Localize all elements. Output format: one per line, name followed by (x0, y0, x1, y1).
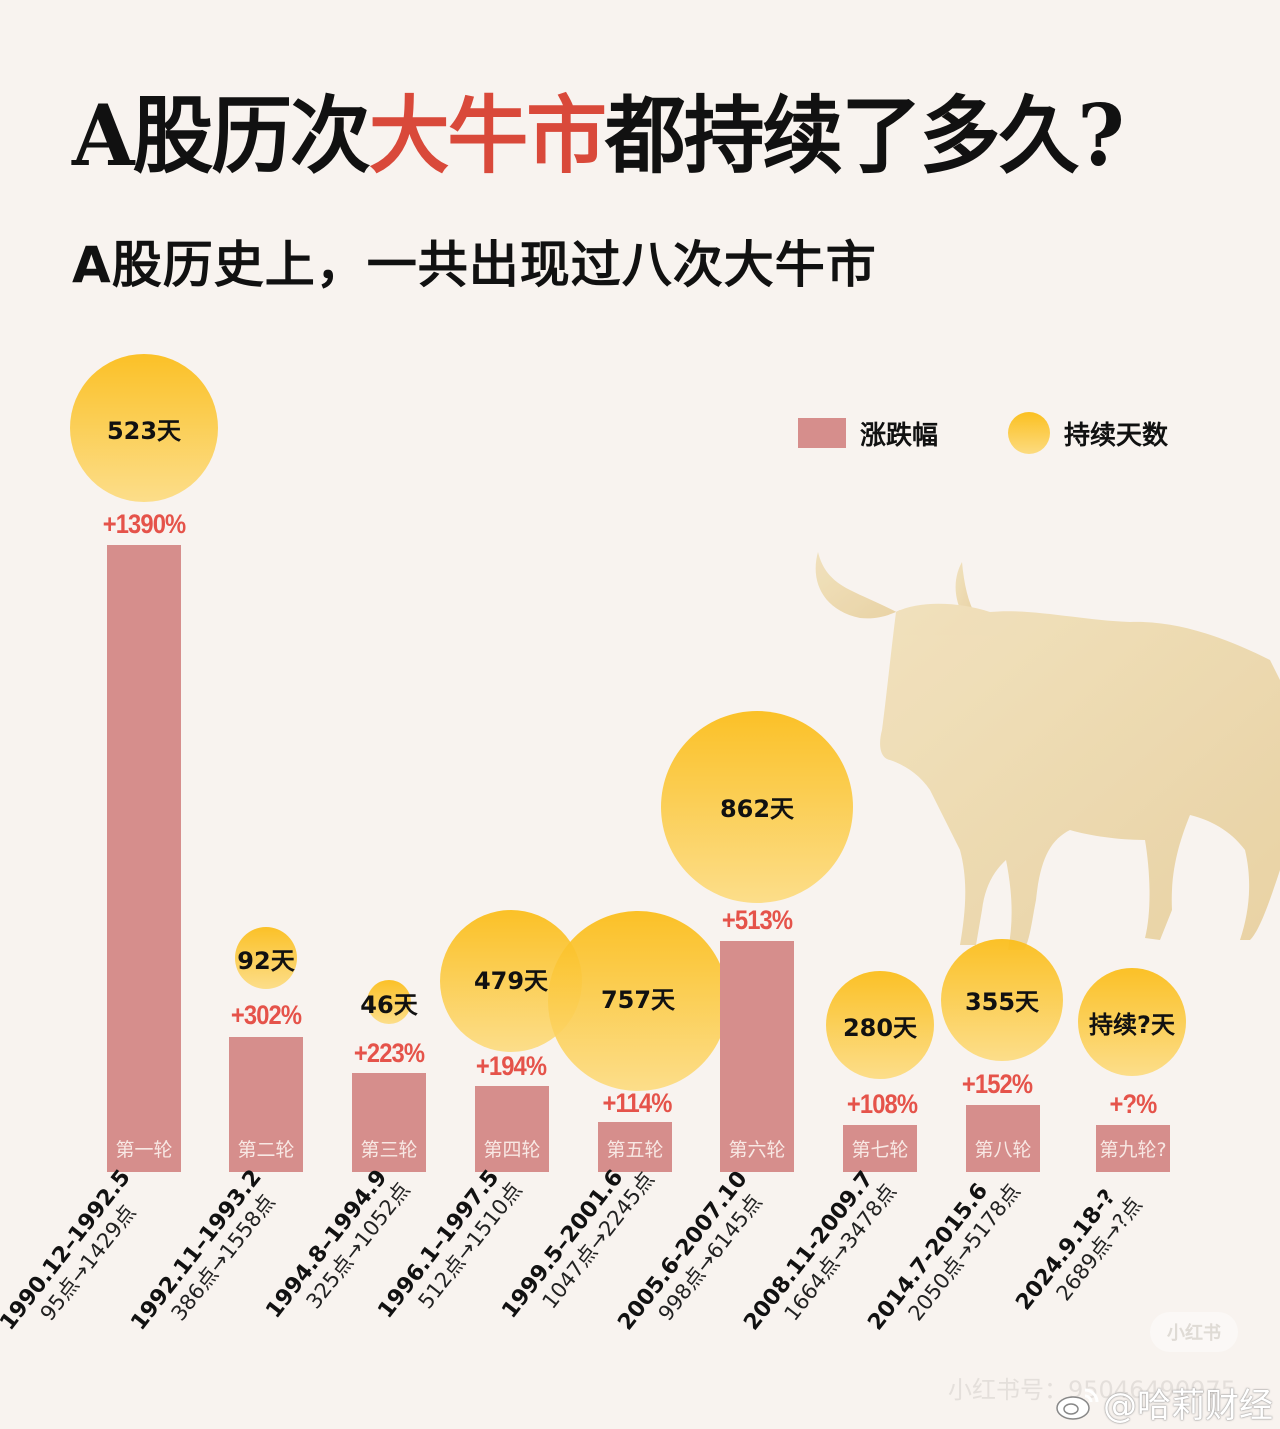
duration-bubble: 523天 (70, 354, 218, 502)
gain-label: +302% (230, 1000, 302, 1030)
duration-label: 355天 (964, 987, 1040, 1016)
chart-title: A股历次大牛市都持续了多久? (72, 94, 1125, 178)
round-label: 第四轮 (483, 1139, 541, 1161)
duration-label: 479天 (473, 966, 549, 995)
duration-label: 757天 (600, 985, 676, 1014)
duration-label: 862天 (719, 794, 795, 823)
period-label: 1990.12–1992.5 (0, 1165, 136, 1336)
chart-subtitle: A股历史上，一共出现过八次大牛市 (72, 236, 877, 294)
round-label: 第五轮 (606, 1139, 664, 1161)
title-highlight: 大牛市 (368, 86, 607, 185)
golden-bull-icon (815, 552, 1280, 950)
gain-bar: 第一轮 (107, 545, 181, 1172)
title-suffix: 都持续了多久? (604, 86, 1125, 185)
gain-bar: 第七轮 (843, 1125, 917, 1172)
duration-label: 280天 (842, 1013, 918, 1042)
gain-label: +114% (602, 1088, 673, 1118)
round-label: 第一轮 (115, 1139, 173, 1161)
xiaohongshu-badge: 小红书 (1150, 1312, 1238, 1352)
duration-bubble: 355天 (941, 939, 1063, 1061)
legend-bar-label: 涨跌幅 (860, 420, 939, 451)
gain-bar: 第五轮 (598, 1122, 672, 1172)
weibo-icon (1056, 1388, 1099, 1420)
gain-bar: 第八轮 (966, 1105, 1040, 1172)
round-label: 第九轮? (1099, 1139, 1167, 1161)
duration-bubble: 757天 (548, 911, 728, 1091)
round-label: 第二轮 (237, 1139, 295, 1161)
gain-label: +513% (721, 905, 793, 935)
weibo-watermark: @哈莉财经 (1055, 1378, 1273, 1427)
legend: 涨跌幅 持续天数 (798, 412, 1168, 454)
duration-label: 46天 (360, 990, 418, 1019)
legend-circle-label: 持续天数 (1064, 420, 1169, 451)
gain-label: +1390% (102, 509, 186, 539)
round-label: 第七轮 (851, 1139, 909, 1161)
gain-bar: 第四轮 (475, 1086, 549, 1172)
round-label: 第六轮 (728, 1139, 786, 1161)
legend-bar-swatch-icon (798, 418, 846, 448)
duration-bubble: 46天 (360, 980, 418, 1024)
duration-label: 523天 (106, 416, 182, 445)
legend-circle-swatch-icon (1008, 412, 1051, 454)
duration-bubble: 862天 (661, 711, 853, 903)
x-axis-label: 2024.9.18-? 2689点→?点 (1011, 1177, 1148, 1332)
duration-label: 持续?天 (1089, 1010, 1175, 1039)
duration-bubble: 280天 (826, 971, 934, 1079)
gain-bar: 第二轮 (229, 1037, 303, 1172)
title-prefix: A股历次 (72, 86, 371, 185)
duration-bubble: 持续?天 (1078, 968, 1186, 1076)
round-label: 第三轮 (360, 1139, 418, 1161)
gain-label: +108% (846, 1089, 918, 1119)
weibo-handle: @哈莉财经 (1103, 1386, 1273, 1426)
gain-label: +194% (475, 1051, 547, 1081)
round-label: 第八轮 (974, 1139, 1032, 1161)
gain-bar: 第三轮 (352, 1073, 426, 1172)
duration-bubble: 92天 (235, 927, 297, 989)
gain-label: +?% (1109, 1089, 1158, 1119)
gain-bar: 第九轮? (1096, 1125, 1170, 1172)
gain-label: +223% (353, 1038, 425, 1068)
duration-label: 92天 (237, 946, 295, 975)
gain-label: +152% (961, 1069, 1033, 1099)
gain-bar: 第六轮 (720, 941, 794, 1172)
